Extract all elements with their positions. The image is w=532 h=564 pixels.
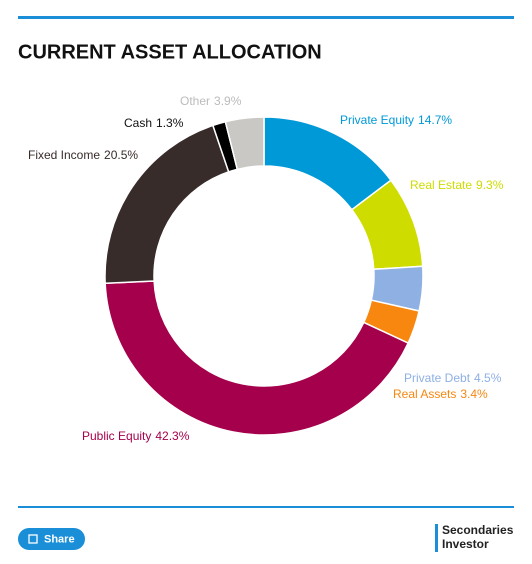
segment-label: Fixed Income 20.5%: [28, 148, 138, 162]
logo-bar: [435, 524, 438, 552]
top-rule: [18, 16, 514, 19]
segment-name: Private Equity: [340, 113, 414, 127]
segment-value: 9.3%: [476, 178, 504, 192]
segment-label: Cash 1.3%: [124, 116, 184, 130]
donut-segment: [104, 280, 410, 436]
share-bg[interactable]: [18, 528, 85, 550]
share-button[interactable]: Share: [18, 528, 85, 550]
segment-label: Real Estate 9.3%: [410, 178, 504, 192]
segment-name: Cash: [124, 116, 152, 130]
logo-text: Secondaries: [442, 523, 514, 537]
segment-value: 20.5%: [104, 148, 138, 162]
segment-label: Public Equity 42.3%: [82, 429, 190, 443]
segment-label: Private Equity 14.7%: [340, 113, 452, 127]
segment-value: 1.3%: [156, 116, 184, 130]
segment-value: 3.4%: [460, 387, 488, 401]
segment-name: Private Debt: [404, 371, 471, 385]
segment-label: Real Assets 3.4%: [393, 387, 488, 401]
segment-name: Public Equity: [82, 429, 151, 443]
share-label[interactable]: Share: [44, 533, 75, 545]
logo-text: Investor: [442, 537, 489, 551]
segment-value: 14.7%: [418, 113, 452, 127]
segment-label: Private Debt 4.5%: [404, 371, 502, 385]
bottom-rule: [18, 506, 514, 508]
segment-value: 3.9%: [214, 94, 242, 108]
segment-name: Real Assets: [393, 387, 456, 401]
segment-value: 4.5%: [474, 371, 502, 385]
share-icon: [28, 534, 38, 544]
segment-name: Fixed Income: [28, 148, 100, 162]
segment-label: Other 3.9%: [180, 94, 242, 108]
donut-segment: [224, 116, 265, 171]
chart-title: CURRENT ASSET ALLOCATION: [18, 41, 322, 63]
segment-value: 42.3%: [155, 429, 189, 443]
segment-name: Real Estate: [410, 178, 472, 192]
segment-name: Other: [180, 94, 210, 108]
